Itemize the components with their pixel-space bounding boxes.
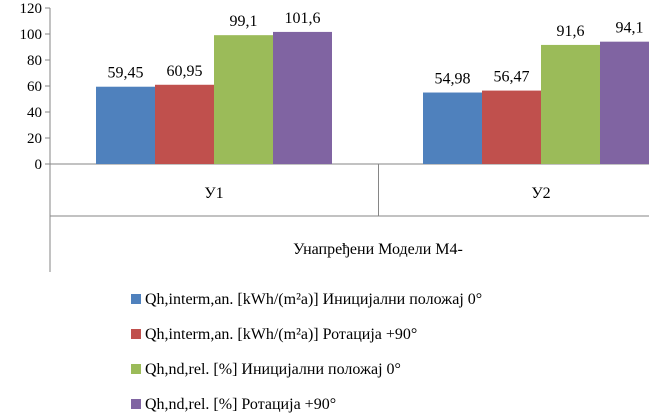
- legend-item: Qh,interm,an. [kWh/(m²a)] Иницијални пол…: [131, 291, 482, 308]
- data-label: 94,1: [616, 20, 644, 37]
- data-label: 54,98: [435, 71, 471, 88]
- legend-label: Qh,interm,an. [kWh/(m²a)] Ротација +90°: [145, 326, 417, 343]
- y-tick-label: 40: [27, 105, 42, 121]
- y-tick-label: 20: [27, 131, 42, 147]
- data-label: 56,47: [494, 69, 530, 86]
- legend-item: Qh,nd,rel. [%] Ротација +90°: [131, 396, 336, 413]
- bar: [541, 44, 600, 164]
- bar: [214, 35, 273, 164]
- legend-swatch: [131, 329, 141, 339]
- data-label: 91,6: [557, 23, 585, 40]
- bar: [600, 41, 649, 164]
- legend-swatch: [131, 364, 141, 374]
- legend-label: Qh,interm,an. [kWh/(m²a)] Иницијални пол…: [145, 291, 482, 308]
- y-tick-label: 80: [27, 53, 42, 69]
- bar: [482, 90, 541, 164]
- legend-item: Qh,interm,an. [kWh/(m²a)] Ротација +90°: [131, 326, 417, 343]
- y-tick-label: 100: [20, 27, 43, 43]
- y-tick-label: 120: [20, 1, 43, 17]
- data-label: 101,6: [285, 10, 321, 27]
- y-tick-label: 0: [35, 157, 43, 173]
- legend-item: Qh,nd,rel. [%] Иницијални положај 0°: [131, 361, 401, 378]
- bar: [96, 86, 155, 164]
- legend-swatch: [131, 294, 141, 304]
- data-label: 60,95: [167, 63, 203, 80]
- y-tick-label: 60: [27, 79, 42, 95]
- legend-label: Qh,nd,rel. [%] Ротација +90°: [145, 396, 336, 413]
- bars: [96, 31, 649, 165]
- category-labels: У1 У2: [204, 185, 550, 202]
- bar: [273, 31, 332, 165]
- legend-label: Qh,nd,rel. [%] Иницијални положај 0°: [145, 361, 401, 378]
- bar: [155, 84, 214, 164]
- data-label: 99,1: [230, 13, 258, 30]
- category-label: У2: [531, 185, 550, 202]
- legend-swatch: [131, 399, 141, 409]
- category-label: У1: [204, 185, 223, 202]
- y-axis-ticks: 0 20 40 60 80 100 120: [20, 1, 50, 173]
- data-label: 59,45: [108, 65, 144, 82]
- group-label: Унапређени Модели М4-: [293, 241, 463, 258]
- bar: [423, 92, 482, 164]
- data-labels: 59,45 60,95 99,1 101,6 54,98 56,47 91,6 94,1: [108, 10, 644, 88]
- legend: Qh,interm,an. [kWh/(m²a)] Иницијални пол…: [131, 291, 482, 413]
